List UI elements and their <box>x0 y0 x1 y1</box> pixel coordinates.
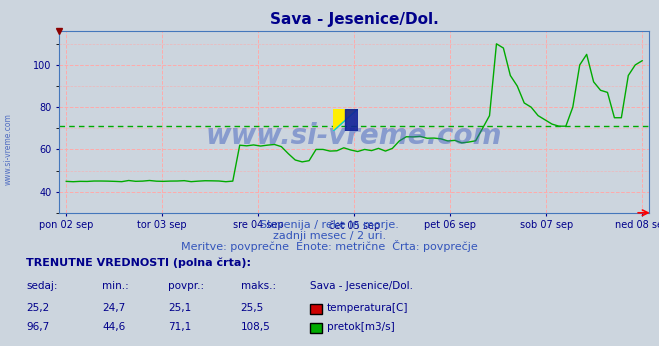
Text: 44,6: 44,6 <box>102 322 125 333</box>
Text: Sava - Jesenice/Dol.: Sava - Jesenice/Dol. <box>310 281 413 291</box>
Text: 108,5: 108,5 <box>241 322 270 333</box>
Polygon shape <box>345 109 358 131</box>
Text: sedaj:: sedaj: <box>26 281 58 291</box>
Polygon shape <box>333 109 358 131</box>
Title: Sava - Jesenice/Dol.: Sava - Jesenice/Dol. <box>270 12 439 27</box>
Text: 96,7: 96,7 <box>26 322 49 333</box>
Text: pretok[m3/s]: pretok[m3/s] <box>327 322 395 333</box>
Text: min.:: min.: <box>102 281 129 291</box>
Text: Slovenija / reke in morje.: Slovenija / reke in morje. <box>260 220 399 230</box>
Text: TRENUTNE VREDNOSTI (polna črta):: TRENUTNE VREDNOSTI (polna črta): <box>26 258 251 268</box>
Polygon shape <box>333 109 358 131</box>
Text: 25,1: 25,1 <box>168 303 191 313</box>
Text: temperatura[C]: temperatura[C] <box>327 303 409 313</box>
Text: www.si-vreme.com: www.si-vreme.com <box>3 113 13 185</box>
Text: www.si-vreme.com: www.si-vreme.com <box>206 122 502 151</box>
Text: zadnji mesec / 2 uri.: zadnji mesec / 2 uri. <box>273 231 386 241</box>
Text: 25,5: 25,5 <box>241 303 264 313</box>
Text: maks.:: maks.: <box>241 281 275 291</box>
Text: povpr.:: povpr.: <box>168 281 204 291</box>
Text: 25,2: 25,2 <box>26 303 49 313</box>
Text: 24,7: 24,7 <box>102 303 125 313</box>
Text: Meritve: povprečne  Enote: metrične  Črta: povprečje: Meritve: povprečne Enote: metrične Črta:… <box>181 240 478 252</box>
Text: 71,1: 71,1 <box>168 322 191 333</box>
